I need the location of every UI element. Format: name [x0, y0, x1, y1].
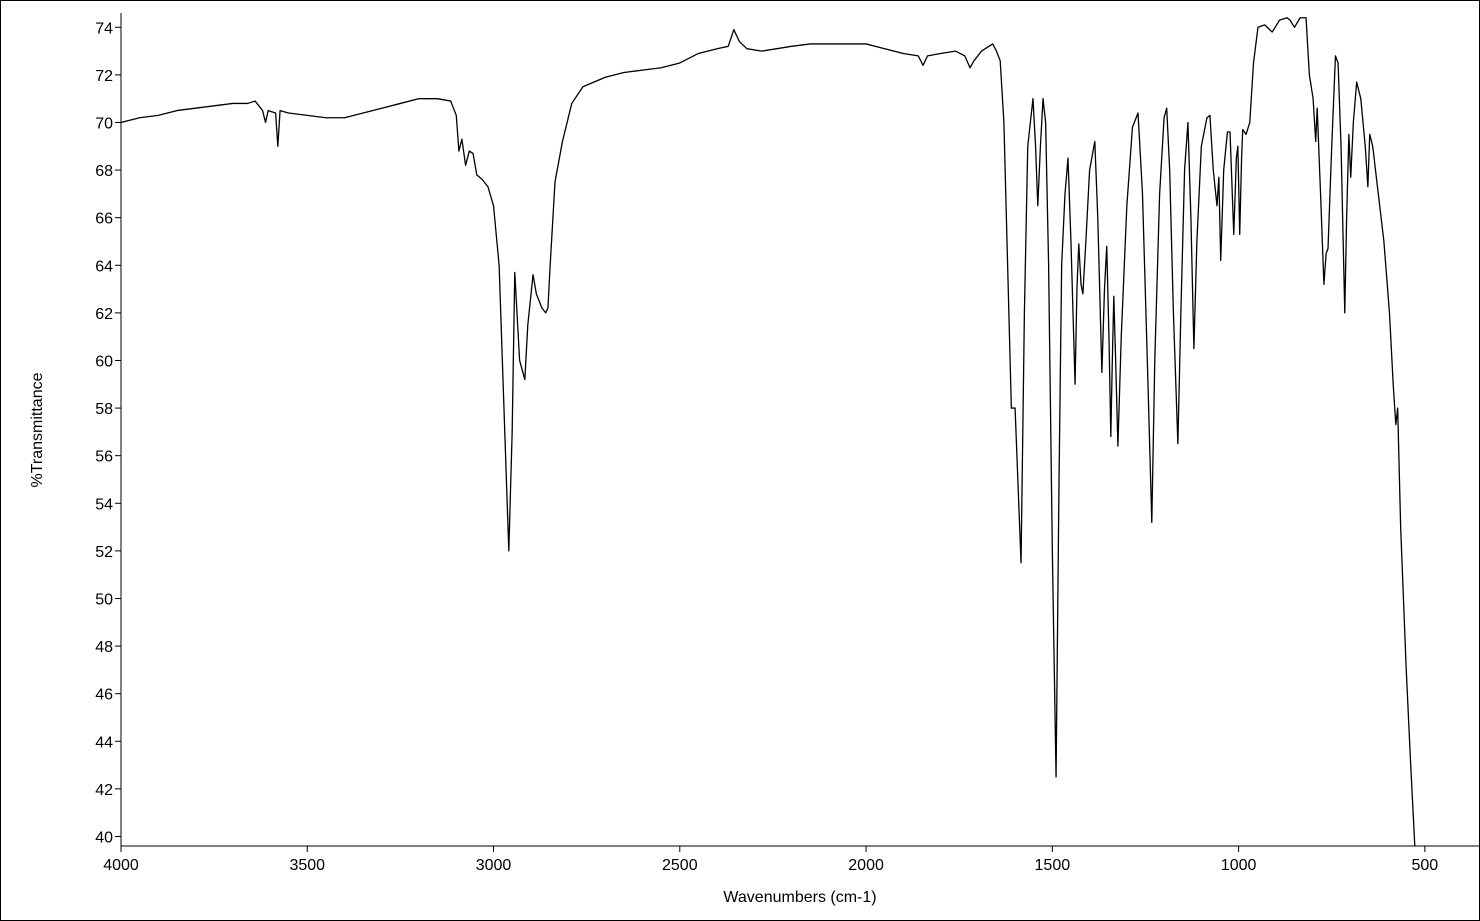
x-tick-label: 500 — [1412, 857, 1439, 874]
y-tick-label: 44 — [95, 734, 113, 751]
y-tick-label: 40 — [95, 829, 113, 846]
x-tick-label: 3000 — [476, 857, 512, 874]
x-tick-label: 2000 — [848, 857, 884, 874]
y-axis-label: %Transmittance — [29, 372, 46, 487]
y-tick-label: 46 — [95, 687, 113, 704]
x-tick-label: 3500 — [289, 857, 325, 874]
y-tick-label: 68 — [95, 163, 113, 180]
y-tick-label: 50 — [95, 591, 113, 608]
spectrum-line — [120, 17, 1416, 847]
x-tick-label: 4000 — [103, 857, 139, 874]
y-tick-label: 52 — [95, 544, 113, 561]
y-tick-label: 70 — [95, 115, 113, 132]
y-tick-label: 72 — [95, 68, 113, 85]
x-tick-label: 2500 — [662, 857, 698, 874]
y-tick-label: 66 — [95, 211, 113, 228]
y-tick-label: 54 — [95, 496, 113, 513]
y-tick-label: 56 — [95, 449, 113, 466]
x-tick-label: 1000 — [1221, 857, 1257, 874]
y-tick-label: 62 — [95, 306, 113, 323]
x-tick-label: 1500 — [1035, 857, 1071, 874]
y-tick-label: 74 — [95, 20, 113, 37]
y-tick-label: 60 — [95, 353, 113, 370]
y-tick-label: 64 — [95, 258, 113, 275]
y-tick-label: 42 — [95, 782, 113, 799]
y-tick-label: 58 — [95, 401, 113, 418]
x-axis-label: Wavenumbers (cm-1) — [723, 889, 876, 906]
y-tick-label: 48 — [95, 639, 113, 656]
